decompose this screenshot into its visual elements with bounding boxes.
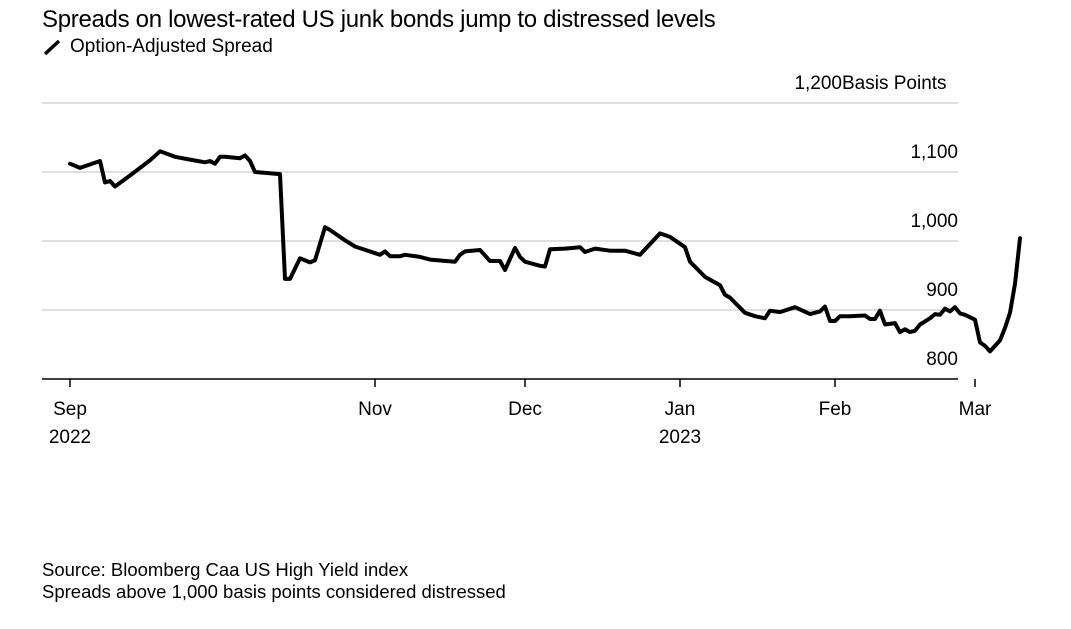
footnote: Spreads above 1,000 basis points conside… xyxy=(42,581,506,602)
y-tick-label-900: 900 xyxy=(926,280,958,301)
y-axis-unit-label: Basis Points xyxy=(842,73,947,94)
source-note: Source: Bloomberg Caa US High Yield inde… xyxy=(42,559,409,580)
x-tick-label-mar: Mar xyxy=(959,399,992,420)
legend-label: Option-Adjusted Spread xyxy=(70,36,273,57)
series-line-option-adjusted-spread xyxy=(68,149,1022,354)
legend-line-icon xyxy=(43,39,61,56)
legend: Option-Adjusted Spread xyxy=(42,36,273,58)
y-tick-label-1200: 1,200 xyxy=(794,73,842,94)
x-tick-label-dec: Dec xyxy=(508,399,542,420)
x-tick-label-feb: Feb xyxy=(819,399,852,420)
y-tick-label-1100: 1,100 xyxy=(910,142,958,163)
gridlines xyxy=(42,102,958,311)
y-tick-label-1000: 1,000 xyxy=(910,211,958,232)
chart-title: Spreads on lowest-rated US junk bonds ju… xyxy=(42,6,716,33)
x-axis-ticks: Sep 2022 Nov Dec Jan 2023 Feb Mar xyxy=(49,379,992,448)
x-tick-sublabel-2022: 2022 xyxy=(49,427,91,448)
y-axis-ticks: 800 900 1,000 1,100 1,200 Basis Points xyxy=(794,73,958,370)
y-tick-label-800: 800 xyxy=(926,349,958,370)
x-tick-sublabel-2023: 2023 xyxy=(659,427,701,448)
x-tick-label-sep: Sep xyxy=(53,399,87,420)
x-tick-label-nov: Nov xyxy=(358,399,392,420)
x-tick-label-jan: Jan xyxy=(665,399,696,420)
